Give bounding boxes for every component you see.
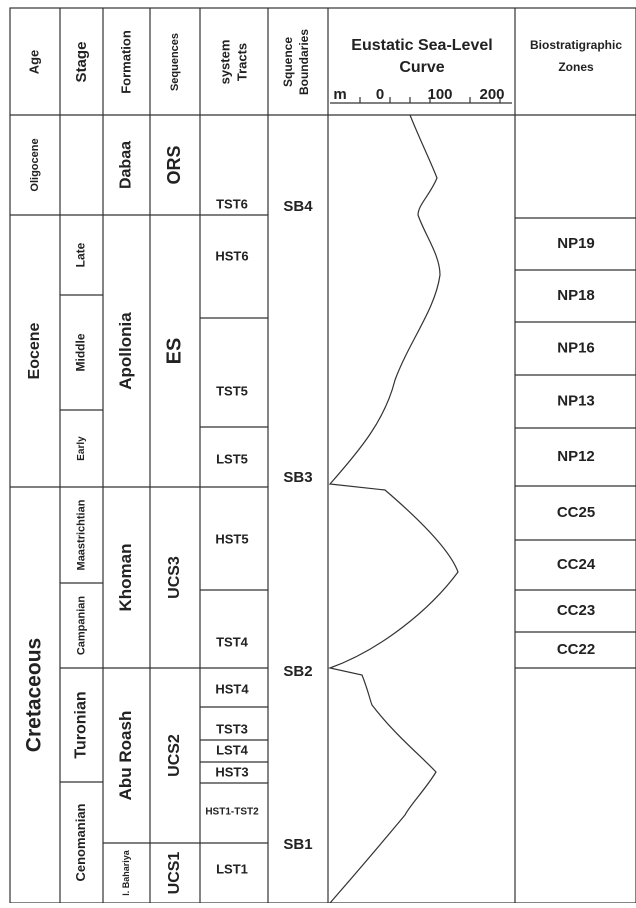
formation-label: l. Bahariya (121, 849, 131, 896)
sequence-boundary: SB3 (283, 469, 312, 486)
age-label: Cretaceous (23, 638, 46, 752)
sequence-boundary: SB2 (283, 663, 312, 680)
stage-label: Middle (74, 333, 88, 371)
header-sequences: Sequences (169, 33, 181, 91)
header-boundaries: Squence (281, 37, 295, 87)
stage-label: Early (76, 436, 87, 461)
header-boundaries: Boundaries (297, 29, 311, 95)
stage-label: Turonian (73, 691, 90, 758)
curve-scale: 100 (427, 86, 452, 103)
zone: CC22 (557, 641, 595, 658)
stage-label: Maastrichtian (75, 499, 87, 570)
sequences-label: ORS (164, 145, 184, 184)
zone: CC25 (557, 504, 595, 521)
formation-label: Dabaa (118, 141, 135, 189)
stage-label: Campanian (75, 596, 87, 656)
header-tracts: Tracts (234, 43, 249, 81)
stage-label: Late (74, 242, 88, 267)
header-stage: Stage (73, 42, 90, 83)
system-tract: TST6 (216, 196, 248, 211)
age-label: Eocene (26, 322, 43, 379)
system-tract: HST6 (215, 248, 248, 263)
curve-scale: 200 (479, 86, 504, 103)
system-tract: HST4 (215, 681, 249, 696)
zone: CC23 (557, 602, 595, 619)
header-curve: Curve (399, 59, 444, 76)
system-tract: TST5 (216, 383, 248, 398)
zone: NP18 (557, 287, 595, 304)
header-formation: Formation (118, 30, 133, 94)
age-label: Oligocene (29, 138, 41, 191)
formation-label: Abu Roash (116, 711, 135, 801)
system-tract: LST4 (216, 742, 249, 757)
header-tracts: system (217, 40, 232, 85)
formation-label: Khoman (116, 544, 135, 612)
system-tract: LST5 (216, 451, 248, 466)
system-tract: LST1 (216, 861, 248, 876)
sequences-label: UCS1 (166, 852, 183, 895)
system-tract: HST5 (215, 531, 248, 546)
header-age: Age (26, 50, 41, 75)
zone: NP16 (557, 339, 595, 356)
zone: CC24 (557, 556, 596, 573)
system-tract: HST1-TST2 (205, 807, 259, 818)
curve-scale: m (333, 86, 346, 103)
stage-label: Cenomanian (73, 803, 88, 881)
system-tract: TST4 (216, 634, 249, 649)
zone: NP13 (557, 392, 595, 409)
formation-label: Apollonia (116, 312, 135, 390)
sea-level-curve (327, 114, 459, 904)
sequences-label: UCS3 (166, 556, 183, 599)
sequence-boundary: SB4 (283, 198, 313, 215)
zone: NP19 (557, 235, 595, 252)
header-curve: Eustatic Sea-Level (351, 37, 492, 54)
sequences-label: UCS2 (166, 734, 183, 777)
header-zones: Biostratigraphic (530, 38, 622, 52)
header-zones: Zones (558, 60, 594, 74)
curve-scale: 0 (376, 86, 384, 103)
sequences-label: ES (163, 338, 185, 365)
sequence-boundary: SB1 (283, 836, 312, 853)
system-tract: TST3 (216, 721, 248, 736)
zone: NP12 (557, 448, 595, 465)
system-tract: HST3 (215, 764, 248, 779)
grid (9, 7, 636, 904)
